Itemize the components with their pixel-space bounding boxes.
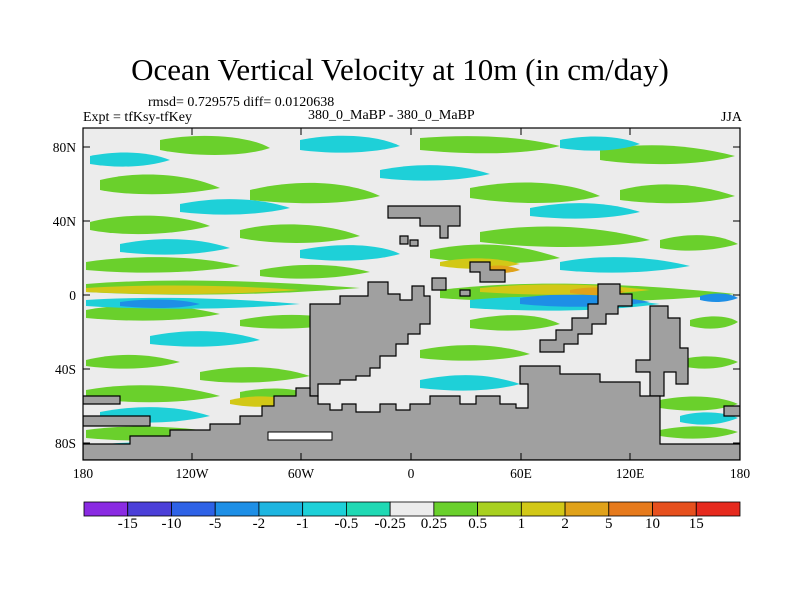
colorbar-swatch <box>608 501 653 517</box>
colorbar-label: 10 <box>645 516 661 532</box>
colorbar-label: -5 <box>208 516 222 532</box>
colorbar-swatch <box>258 501 304 517</box>
lat-label: 0 <box>69 288 76 303</box>
colorbar-swatch <box>171 501 216 517</box>
lon-label: 0 <box>407 466 415 481</box>
colorbar-label: 2 <box>561 516 569 532</box>
colorbar-swatch <box>520 501 566 517</box>
stats-text: rmsd= 0.729575 diff= 0.0120638 <box>148 95 335 110</box>
colorbar-label: -10 <box>161 516 182 532</box>
land-island <box>459 289 471 297</box>
colorbar-swatch <box>389 501 435 517</box>
ice-shelf <box>267 431 333 441</box>
colorbar-label: 5 <box>605 516 613 532</box>
lon-label: 180 <box>729 466 751 481</box>
colorbar-swatch <box>345 501 391 517</box>
map-field <box>83 128 740 460</box>
land-island <box>399 235 409 245</box>
lon-label: 60E <box>510 466 532 481</box>
colorbar-swatch <box>127 501 172 517</box>
colorbar-label: -15 <box>117 516 138 532</box>
comparison-label: 380_0_MaBP - 380_0_MaBP <box>308 108 475 123</box>
lon-tick-marks <box>191 128 631 460</box>
lon-label: 120W <box>175 466 209 481</box>
colorbar-label: -1 <box>296 516 309 532</box>
land-asia-south <box>469 261 506 283</box>
colorbar-swatch <box>302 501 347 517</box>
colorbar-label: 15 <box>688 516 704 532</box>
land-masses <box>83 205 740 460</box>
colorbar-swatch <box>564 501 610 517</box>
lon-label: 60W <box>287 466 315 481</box>
land-island <box>723 405 740 417</box>
colorbar-label: -2 <box>252 516 266 532</box>
colorbar-swatch <box>695 501 741 517</box>
colorbar <box>83 501 741 517</box>
land-island <box>409 239 419 247</box>
lat-tick-marks <box>83 146 740 444</box>
colorbar-label: -0.25 <box>374 516 406 532</box>
lat-label: 80N <box>52 140 76 155</box>
season-label: JJA <box>720 110 742 125</box>
lat-label: 40N <box>52 214 76 229</box>
colorbar-label: -0.5 <box>334 516 359 532</box>
colorbar-swatch <box>652 501 697 517</box>
land-antarctica <box>83 365 740 460</box>
colorbar-swatch <box>83 501 129 517</box>
colorbar-label: 1 <box>517 516 526 532</box>
land-island <box>83 415 151 427</box>
colorbar-swatch <box>477 501 522 517</box>
lon-label: 120E <box>615 466 645 481</box>
colorbar-swatch <box>433 501 479 517</box>
plot-title: Ocean Vertical Velocity at 10m (in cm/da… <box>131 52 669 87</box>
experiment-label: Expt = tfKsy-tfKey <box>83 110 192 125</box>
colorbar-label: 0.5 <box>468 516 487 532</box>
land-africa <box>539 283 633 353</box>
colorbar-label: 0.25 <box>420 516 447 532</box>
lon-label: 180 <box>72 466 94 481</box>
land-island <box>431 277 447 291</box>
land-australia-block <box>635 305 689 397</box>
lat-label: 40S <box>54 362 76 377</box>
land-island <box>83 395 121 405</box>
colorbar-swatch <box>214 501 260 517</box>
lat-label: 80S <box>54 436 76 451</box>
land-eurasia <box>387 205 461 239</box>
